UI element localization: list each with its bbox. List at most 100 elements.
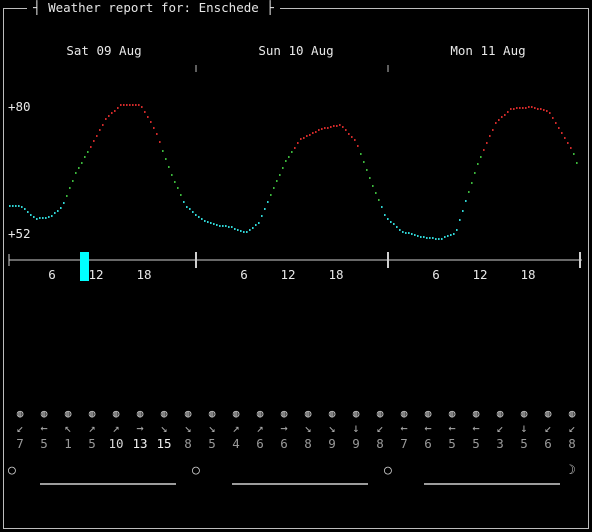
wind-direction-icon: ↘ — [304, 421, 312, 435]
temperature-point — [426, 237, 428, 239]
temperature-point — [117, 107, 119, 109]
temperature-point — [360, 153, 362, 155]
temperature-point — [480, 156, 482, 158]
temperature-point — [15, 205, 17, 207]
temperature-point — [90, 146, 92, 148]
wind-speed: 9 — [328, 436, 336, 451]
temperature-point — [516, 107, 518, 109]
temperature-point — [99, 129, 101, 131]
temperature-point — [87, 151, 89, 153]
temperature-point — [384, 214, 386, 216]
temperature-point — [336, 125, 338, 127]
temperature-point — [402, 231, 404, 233]
temperature-point — [270, 194, 272, 196]
temperature-point — [24, 208, 26, 210]
cloudy-icon: ◍ — [256, 407, 264, 420]
temperature-point — [150, 121, 152, 123]
temperature-point — [108, 115, 110, 117]
temperature-point — [546, 110, 548, 112]
temperature-point — [252, 227, 254, 229]
temperature-point — [66, 195, 68, 197]
temperature-point — [354, 139, 356, 141]
temperature-point — [537, 108, 539, 110]
wind-speed: 7 — [16, 436, 24, 451]
temperature-point — [183, 201, 185, 203]
temperature-point — [558, 127, 560, 129]
wind-speed: 5 — [208, 436, 216, 451]
temperature-point — [309, 134, 311, 136]
wind-speed: 5 — [40, 436, 48, 451]
cloudy-icon: ◍ — [40, 407, 48, 420]
wind-speed: 5 — [520, 436, 528, 451]
temperature-point — [207, 221, 209, 223]
wind-direction-icon: ↘ — [160, 421, 168, 435]
temperature-point — [468, 191, 470, 193]
temperature-point — [528, 106, 530, 108]
wind-cell: ◍ ← 5 — [466, 406, 486, 451]
temperature-point — [348, 133, 350, 135]
cloudy-icon: ◍ — [448, 407, 456, 420]
temperature-point — [189, 208, 191, 210]
temperature-point — [486, 142, 488, 144]
wind-cell: ◍ ↗ 5 — [82, 406, 102, 451]
temperature-point — [492, 129, 494, 131]
temperature-point — [102, 124, 104, 126]
temperature-point — [330, 126, 332, 128]
wind-cell: ◍ ↘ 8 — [178, 406, 198, 451]
wind-direction-icon: ↗ — [88, 421, 96, 435]
temperature-point — [261, 215, 263, 217]
temperature-point — [345, 129, 347, 131]
wind-cell: ◍ ← 5 — [34, 406, 54, 451]
temperature-point — [198, 216, 200, 218]
temperature-point — [510, 108, 512, 110]
temperature-point — [153, 127, 155, 129]
temperature-point — [156, 133, 158, 135]
temperature-point — [483, 149, 485, 151]
temperature-point — [18, 205, 20, 207]
wind-direction-icon: ← — [40, 421, 48, 435]
temperature-point — [162, 150, 164, 152]
temperature-point — [12, 205, 14, 207]
cloudy-icon: ◍ — [88, 407, 96, 420]
temperature-point — [417, 235, 419, 237]
temperature-point — [180, 194, 182, 196]
window-title: ┤ Weather report for: Enschede ├ — [27, 1, 280, 15]
wind-cell: ◍ ↙ 8 — [562, 406, 582, 451]
wind-direction-icon: ↓ — [520, 421, 528, 435]
temperature-point — [573, 153, 575, 155]
wind-cell: ◍ ↙ 3 — [490, 406, 510, 451]
cloudy-icon: ◍ — [280, 407, 288, 420]
temperature-point — [393, 223, 395, 225]
temperature-point — [504, 114, 506, 116]
temperature-point — [75, 172, 77, 174]
wind-direction-icon: ← — [424, 421, 432, 435]
temperature-point — [378, 199, 380, 201]
temperature-point — [264, 208, 266, 210]
temperature-point — [552, 117, 554, 119]
day-label: Sun 10 Aug — [258, 43, 334, 58]
wind-direction-icon: ↗ — [112, 421, 120, 435]
temperature-point — [39, 217, 41, 219]
temperature-point — [519, 107, 521, 109]
temperature-point — [387, 218, 389, 220]
temperature-point — [405, 232, 407, 234]
temperature-point — [474, 172, 476, 174]
temperature-point — [453, 233, 455, 235]
temperature-point — [564, 137, 566, 139]
temperature-point — [48, 216, 50, 218]
temperature-point — [72, 180, 74, 182]
temperature-point — [555, 122, 557, 124]
temperature-point — [255, 224, 257, 226]
temperature-point — [279, 174, 281, 176]
temperature-point — [543, 109, 545, 111]
temperature-point — [444, 236, 446, 238]
hour-label: 12 — [472, 267, 488, 282]
wind-cell: ◍ ↓ 9 — [346, 406, 366, 451]
temperature-point — [435, 238, 437, 240]
cloudy-icon: ◍ — [376, 407, 384, 420]
temperature-point — [366, 169, 368, 171]
temperature-point — [192, 211, 194, 213]
wind-direction-icon: ← — [400, 421, 408, 435]
temperature-point — [501, 116, 503, 118]
